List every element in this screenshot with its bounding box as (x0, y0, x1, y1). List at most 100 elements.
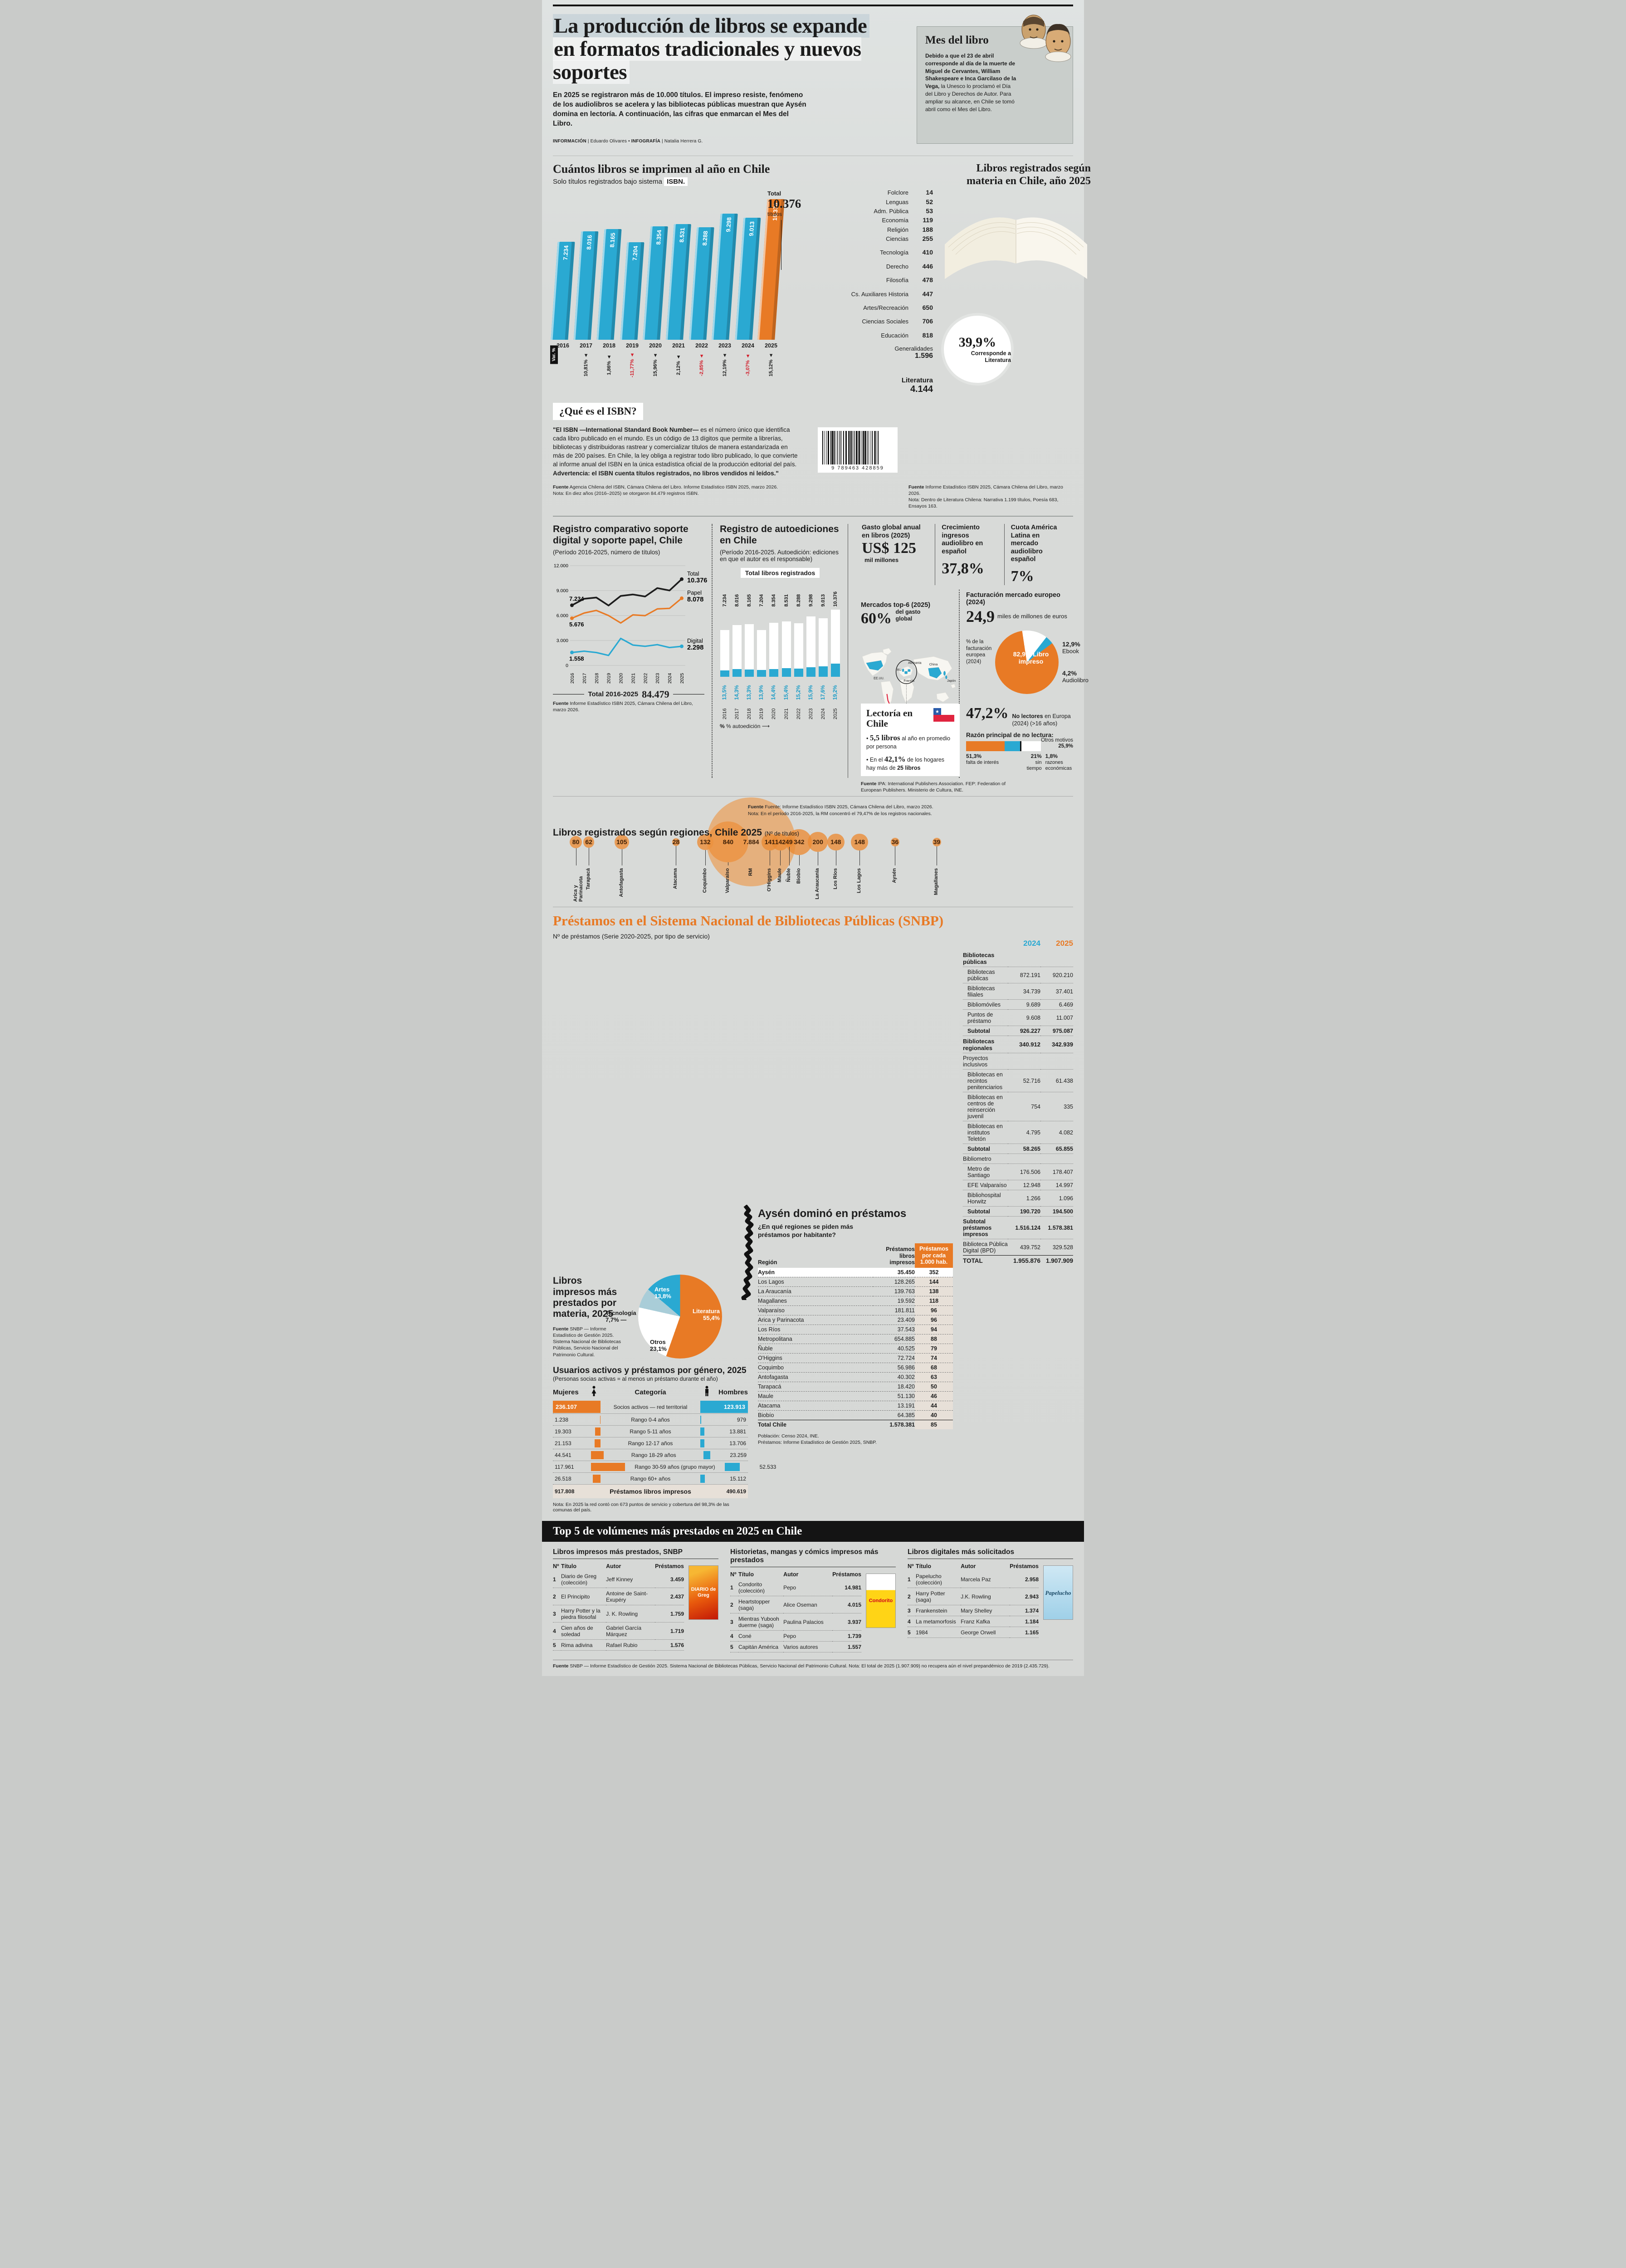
cell: 181.811 (873, 1305, 915, 1315)
cell: 1.184 (1010, 1616, 1039, 1628)
materia-pie-block: Libros impresos más prestados por materi… (553, 1275, 748, 1361)
bar-zone (769, 609, 779, 677)
svg-text:7.234: 7.234 (569, 595, 584, 602)
hombres-value: 52.533 (759, 1463, 776, 1470)
prestamos-row-Bibliotecas filiales: Bibliotecas filiales 34.739 37.401 (963, 983, 1073, 1000)
hombres-bar-zone (703, 1451, 711, 1459)
source-text: Fuente: Informe Estadístico ISBN 2025, C… (765, 804, 933, 810)
cell: Bibliotecas en institutos Teletón (963, 1121, 1008, 1144)
year-text: 2022 (796, 708, 801, 719)
comparativo-subtitle: (Período 2016-2025, número de títulos) (553, 548, 660, 556)
category-row-Derecho: Derecho 446 (813, 262, 933, 271)
razon-stacked-bar (966, 741, 1041, 751)
stat-cuota-latam: Cuota América Latina en mercado audiolib… (1004, 524, 1073, 586)
pie-label-otros: Otros 23,1% (650, 1339, 667, 1353)
genero-row-Préstamos libros impresos: 917.808 Préstamos libros impresos 490.619 (553, 1485, 748, 1499)
autoedicion-total: 8.288 (796, 581, 801, 607)
cell: 340.912 (1008, 1036, 1040, 1054)
genero-note: Nota: En 2025 la red contó con 673 punto… (553, 1502, 729, 1513)
hombres-value: 490.619 (726, 1488, 746, 1495)
mujeres-value: 917.808 (555, 1488, 575, 1495)
cell: 178.407 (1040, 1163, 1073, 1181)
cell: Maule (758, 1391, 873, 1401)
cell: 35.450 (873, 1267, 915, 1277)
stat-value: US$ 125 (862, 540, 916, 557)
autoediciones-box-label: Total libros registrados (740, 567, 820, 578)
lectoria-box: ★ Lectoría en Chile • 5,5 libros al año … (861, 703, 960, 777)
cell: La Araucanía (758, 1286, 873, 1296)
category-row-Educación: Educación 818 (813, 330, 933, 339)
category-row-Artes/Recreación: Artes/Recreación 650 (813, 303, 933, 312)
cell: 72.724 (873, 1353, 915, 1363)
lectoria-point-1: • 5,5 libros al año en promedio por pers… (866, 733, 951, 750)
col-header: Autor (961, 1563, 976, 1570)
autoediciones-chart: 7.234 13,5% 2016 8.016 14,3% 2017 8.165 13,3% 20… (720, 581, 840, 719)
autoedicion-total: 7.234 (722, 581, 728, 607)
top5-row-Harry Potter (saga): 2 Harry Potter (saga) J.K. Rowling 2.943 (908, 1588, 1039, 1606)
aysen-row-La Araucanía: La Araucanía 139.763 138 (758, 1286, 953, 1296)
mujeres-value: 19.303 (555, 1428, 571, 1435)
prestamos-row-Bibliotecas en centros de reinserción juvenil: Bibliotecas en centros de reinserción ju… (963, 1092, 1073, 1122)
autoedicion-share (819, 666, 828, 677)
literatura-value: 4.144 (910, 384, 933, 394)
year: 2018 (747, 701, 752, 719)
cell: Bibliotecas en recintos penitenciarios (963, 1069, 1008, 1093)
year-text: 2020 (771, 708, 777, 719)
cell: 61.438 (1040, 1069, 1073, 1093)
cell: TOTAL (963, 1255, 1008, 1266)
mujeres-bar-zone (591, 1451, 604, 1459)
literatura-item: Literatura 4.144 (813, 376, 933, 395)
cell: 2.437 (655, 1588, 684, 1606)
autoedicion-col-2020: 8.354 14,4% 2020 (769, 581, 779, 719)
genero-title: Usuarios activos y préstamos por género,… (553, 1366, 747, 1376)
top5-tables: Libros impresos más prestados, SNBP Nº Tít… (553, 1548, 1073, 1653)
source-label: Fuente (553, 1326, 569, 1332)
book-value-text: 8.354 (654, 230, 663, 245)
cell: Coné (738, 1630, 784, 1642)
byline-label-2: INFOGRAFÍA (631, 138, 660, 144)
razon-no-lectura: Razón principal de no lectura: Otros mot… (966, 731, 1073, 772)
cell: 139.763 (873, 1286, 915, 1296)
autoedicion-total: 10.376 (833, 581, 838, 607)
cell: Alice Oseman (783, 1596, 833, 1614)
cell: 64.385 (873, 1410, 915, 1420)
byline-label-1: INFORMACIÓN (553, 138, 586, 144)
materia-pie (638, 1275, 722, 1359)
book-bar-2018: 8.165 (596, 229, 622, 340)
cell: Subtotal (963, 1206, 1008, 1217)
bubble-value: 105 (616, 838, 627, 846)
mujeres-value: 26.518 (555, 1475, 571, 1482)
category-row-Cs. Auxiliares Historia: Cs. Auxiliares Historia 447 (813, 289, 933, 298)
cell: Subtotal préstamos impresos (963, 1216, 1008, 1240)
top5-table-title: Historietas, mangas y cómics impresos má… (730, 1548, 896, 1568)
autoedicion-total: 7.204 (759, 581, 764, 607)
top5-table-body: Nº Título Autor Préstamos 1 Condorito (colecc… (730, 1567, 896, 1653)
year-text: 2019 (759, 708, 765, 719)
cell: 3.937 (832, 1613, 861, 1631)
world-map: EE.UU. RU Alemania Francia China Japón (862, 648, 956, 718)
mes-del-libro-box: Mes del libro Debido a que el 23 de abri… (917, 15, 1073, 144)
aysen-row-Maule: Maule 51.130 46 (758, 1391, 953, 1401)
cell: 68 (915, 1363, 953, 1373)
year-text: 2025 (833, 708, 839, 719)
book-spine: 8.016 (573, 231, 599, 340)
hombres-bar (700, 1439, 704, 1447)
bubble-value: 36 (891, 838, 899, 846)
aysen-note-1: Población: Censo 2024, INE. (758, 1433, 819, 1439)
svg-text:Total: Total (687, 570, 699, 577)
razon-legend: 51,3% falta de interés 21% sin tiempo 1,8%… (966, 753, 1073, 772)
lectoria-source: Fuente IPA: International Publishers Ass… (861, 781, 1011, 793)
svg-text:8.078: 8.078 (687, 596, 703, 603)
book-value: 7.204 (626, 246, 644, 261)
category-name: Filosofía (886, 277, 908, 284)
aysen-row-Los Ríos: Los Ríos 37.543 94 (758, 1325, 953, 1334)
cell: 872.191 (1008, 967, 1040, 984)
year-label: 2017 (580, 342, 592, 349)
mujeres-value: 21.153 (555, 1440, 571, 1447)
autoediciones-block: Registro de autoediciones en Chile (Perí… (712, 524, 848, 778)
top5-table-body: Nº Título Autor Préstamos 1 Diario de Greg (c… (553, 1559, 718, 1651)
cell: 14.981 (832, 1579, 861, 1597)
mujeres-bar-zone (591, 1415, 601, 1424)
bubble-label-Arica y Parinacota: Arica y Parinacota (573, 868, 584, 902)
total-text: 7.204 (759, 594, 765, 607)
